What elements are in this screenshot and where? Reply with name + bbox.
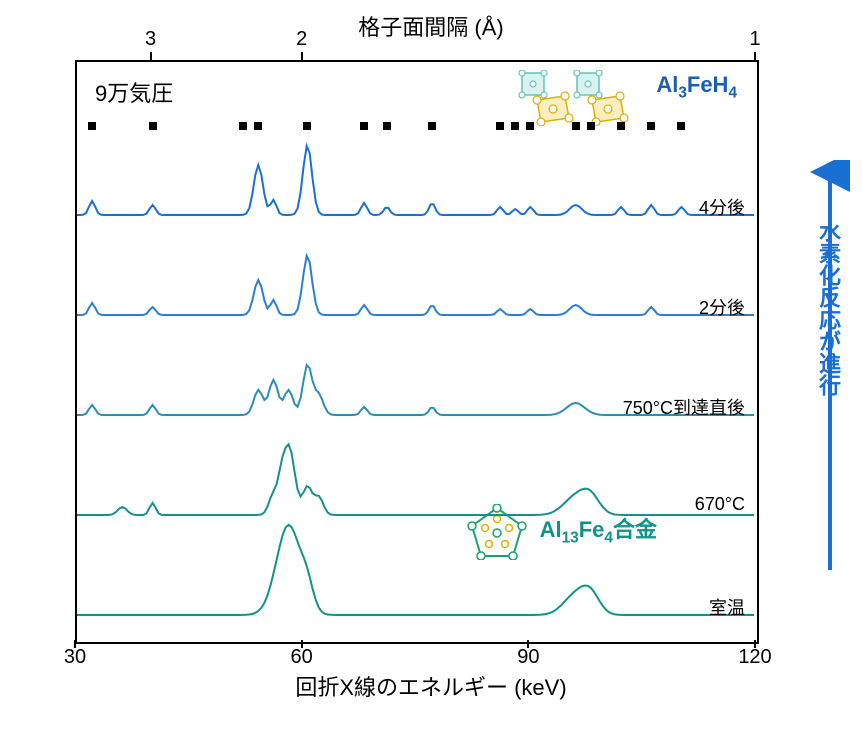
reaction-progress-label: 水素化反応が進行	[812, 220, 844, 396]
trace-label: 室温	[709, 594, 745, 620]
trace-label: 750°C到達直後	[623, 394, 745, 420]
x-tick-label: 120	[735, 646, 775, 669]
peak-marker	[617, 122, 625, 130]
x-tick-label: 90	[508, 646, 548, 669]
peak-marker	[239, 122, 247, 130]
peak-marker	[360, 122, 368, 130]
peak-marker	[303, 122, 311, 130]
peak-marker	[677, 122, 685, 130]
spectrum-trace	[77, 525, 754, 615]
spectrum-trace	[77, 256, 754, 315]
peak-marker	[496, 122, 504, 130]
peak-marker	[88, 122, 96, 130]
top-tick-label: 1	[740, 28, 770, 51]
peak-marker	[254, 122, 262, 130]
peak-marker	[428, 122, 436, 130]
peak-marker	[149, 122, 157, 130]
x-tick-label: 60	[282, 646, 322, 669]
spectrum-trace	[77, 146, 754, 215]
peak-marker	[526, 122, 534, 130]
bottom-axis-label: 回折X線のエネルギー (keV)	[0, 670, 862, 702]
peak-marker	[511, 122, 519, 130]
peak-marker	[383, 122, 391, 130]
top-axis-label: 格子面間隔 (Å)	[0, 10, 862, 42]
top-tick	[301, 52, 303, 60]
top-tick	[754, 52, 756, 60]
top-tick	[150, 52, 152, 60]
peak-marker	[572, 122, 580, 130]
peak-marker	[587, 122, 595, 130]
peak-marker	[647, 122, 655, 130]
chart-plot-area: 9万気圧 Al3FeH4 Al13Fe4合金	[75, 60, 759, 644]
trace-label: 4分後	[699, 194, 745, 220]
trace-label: 2分後	[699, 294, 745, 320]
spectrum-trace	[77, 444, 754, 515]
top-tick-label: 2	[287, 28, 317, 51]
trace-label: 670°C	[695, 494, 745, 515]
x-tick-label: 30	[55, 646, 95, 669]
spectra-svg	[77, 62, 757, 642]
top-tick-label: 3	[136, 28, 166, 51]
